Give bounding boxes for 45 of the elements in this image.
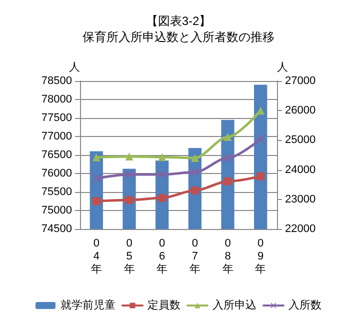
point — [92, 174, 101, 183]
y-tick-label: 78000 — [41, 94, 72, 106]
y-tick-label: 77000 — [41, 130, 72, 142]
y-tick-label: 75000 — [41, 204, 72, 216]
y-tick-label: 75500 — [41, 186, 72, 198]
y-tick-label: 78500 — [41, 75, 72, 87]
point — [223, 153, 232, 162]
legend-label: 入所数 — [288, 298, 322, 312]
y-tick-label: 76000 — [41, 168, 72, 180]
y2-tick-label: 23000 — [285, 193, 316, 206]
chart-subtitle: 保育所入所申込数と入所者数の推移 — [82, 30, 274, 44]
x-tick-label: 0 6 年 — [156, 238, 168, 276]
point — [224, 132, 232, 141]
legend-label: 就学前児童 — [60, 298, 116, 312]
y2-tick-label: 27000 — [285, 75, 316, 87]
y-axis-title: 人 — [69, 62, 80, 74]
y2-axis-title: 人 — [277, 62, 288, 74]
x-tick-label: 0 8 年 — [222, 238, 234, 276]
legend-label: 定員数 — [148, 298, 180, 312]
point — [224, 177, 232, 186]
x-tick-label: 0 4 年 — [90, 238, 102, 276]
point — [190, 168, 200, 177]
y2-tick-label: 25000 — [285, 134, 316, 146]
y2-tick-label: 24000 — [285, 164, 316, 176]
y-tick-label: 74500 — [41, 223, 72, 235]
point — [158, 194, 166, 202]
point — [125, 152, 134, 160]
chart-title: 【図表3-2】 — [146, 14, 212, 28]
point — [125, 196, 134, 204]
point — [92, 153, 100, 162]
x-tick-label: 0 7 年 — [189, 238, 200, 276]
x-tick-label: 0 5 年 — [124, 238, 135, 276]
point — [190, 154, 199, 162]
point — [158, 153, 166, 162]
x-tick-label: 0 9 年 — [255, 238, 266, 276]
point — [190, 186, 199, 195]
legend-label: 入所申込 — [212, 298, 256, 312]
y2-tick-label: 26000 — [285, 104, 316, 117]
y2-tick-label: 22000 — [285, 223, 316, 235]
point — [158, 170, 167, 180]
point — [256, 172, 265, 180]
point — [92, 197, 100, 206]
y-tick-label: 77500 — [41, 112, 72, 124]
point — [124, 170, 134, 180]
y-tick-label: 76500 — [41, 149, 72, 161]
